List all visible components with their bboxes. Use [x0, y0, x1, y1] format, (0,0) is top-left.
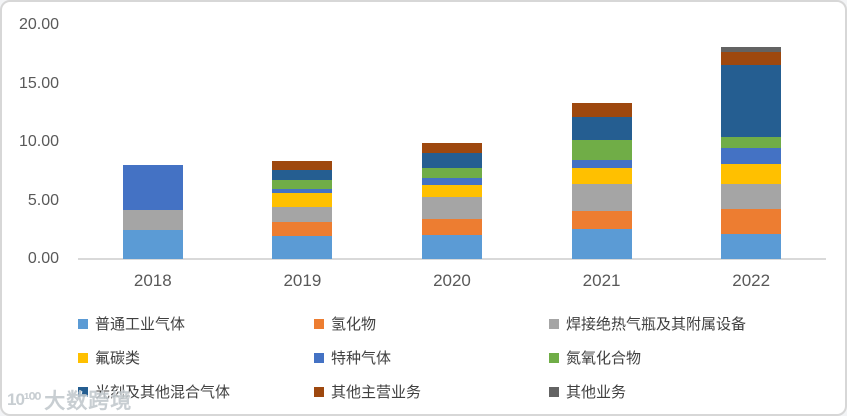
bar-segment — [272, 235, 333, 259]
bar-segment — [721, 136, 782, 149]
bar-segment — [122, 210, 183, 231]
legend-item: 焊接绝热气瓶及其附属设备 — [549, 312, 818, 335]
bar-2018 — [122, 25, 183, 259]
bar-segment — [422, 153, 482, 168]
legend-label: 焊接绝热气瓶及其附属设备 — [566, 316, 747, 333]
bar-segment — [272, 188, 333, 194]
watermark: 10¹⁰⁰ 大数跨境 — [7, 385, 133, 414]
bar-segment — [721, 209, 782, 234]
legend-swatch-icon — [549, 352, 559, 363]
bar-segment — [272, 193, 333, 207]
bar-segment — [422, 143, 482, 154]
y-tick-label: 5.00 — [27, 191, 59, 209]
bar-2019 — [272, 25, 333, 259]
legend-item: 其他业务 — [549, 380, 818, 403]
bar-segment — [422, 197, 482, 219]
bar-segment — [422, 178, 482, 186]
legend-item: 普通工业气体 — [78, 312, 314, 335]
x-axis-label: 2021 — [582, 271, 621, 290]
bar-segment — [571, 211, 632, 230]
watermark-logo-icon: 10¹⁰⁰ — [7, 390, 41, 409]
legend: 普通工业气体 氢化物 焊接绝热气瓶及其附属设备氟碳类 特种气体 氮氧化合物光刻及其他混合… — [78, 312, 818, 403]
bar-2022 — [721, 25, 782, 259]
legend-item: 其他主营业务 — [314, 380, 549, 403]
legend-label: 氮氧化合物 — [566, 350, 642, 367]
bar-segment — [422, 218, 482, 236]
bar-2021 — [571, 25, 632, 259]
bar-segment — [571, 167, 632, 185]
bar-segment — [122, 230, 183, 259]
legend-item: 氟碳类 — [78, 346, 314, 369]
legend-swatch-icon — [549, 318, 559, 329]
bar-segment — [571, 229, 632, 259]
bar-segment — [571, 102, 632, 118]
bar-segment — [721, 65, 782, 137]
legend-label: 氢化物 — [331, 316, 377, 333]
legend-item: 光刻及其他混合气体 — [78, 380, 314, 403]
legend-label: 光刻及其他混合气体 — [95, 384, 231, 401]
legend-swatch-icon — [314, 352, 324, 363]
bar-segment — [571, 139, 632, 161]
x-axis-label: 2022 — [732, 271, 771, 290]
bar-segment — [272, 206, 333, 222]
x-axis-label: 2020 — [433, 271, 471, 290]
y-tick-label: 0.00 — [27, 250, 59, 267]
watermark-text: 大数跨境 — [44, 390, 133, 413]
legend-label: 普通工业气体 — [95, 316, 186, 333]
bar-segment — [272, 221, 333, 236]
legend-swatch-icon — [314, 386, 324, 397]
legend-swatch-icon — [78, 318, 88, 329]
legend-swatch-icon — [78, 352, 88, 363]
legend-item: 氮氧化合物 — [549, 346, 818, 369]
bar-segment — [422, 235, 482, 259]
legend-label: 特种气体 — [331, 350, 392, 367]
bar-segment — [272, 180, 333, 189]
bar-2020 — [422, 25, 482, 259]
bar-segment — [422, 167, 482, 179]
bar-segment — [571, 184, 632, 212]
legend-label: 氟碳类 — [95, 350, 141, 367]
bar-segment — [721, 51, 782, 66]
legend-swatch-icon — [314, 318, 324, 329]
legend-swatch-icon — [549, 386, 559, 397]
bar-segment — [422, 185, 482, 197]
bar-segment — [721, 184, 782, 210]
bar-segment — [571, 160, 632, 168]
legend-swatch-icon — [78, 386, 88, 397]
x-axis-label: 2019 — [283, 271, 322, 290]
x-axis-line — [78, 258, 826, 260]
y-tick-label: 10.00 — [18, 133, 59, 150]
bar-segment — [721, 148, 782, 165]
y-tick-label: 15.00 — [18, 74, 59, 92]
bar-segment — [122, 164, 183, 211]
bar-segment — [272, 170, 333, 181]
bar-segment — [721, 233, 782, 259]
legend-item: 氢化物 — [314, 312, 549, 335]
bar-segment — [721, 164, 782, 185]
bar-segment — [571, 117, 632, 140]
legend-label: 其他主营业务 — [331, 384, 422, 401]
bar-segment — [272, 161, 333, 171]
x-axis-label: 2018 — [133, 271, 172, 290]
bar-segment — [721, 47, 782, 52]
legend-label: 其他业务 — [566, 384, 627, 401]
y-tick-label: 20.00 — [18, 16, 59, 33]
legend-item: 特种气体 — [314, 346, 549, 369]
